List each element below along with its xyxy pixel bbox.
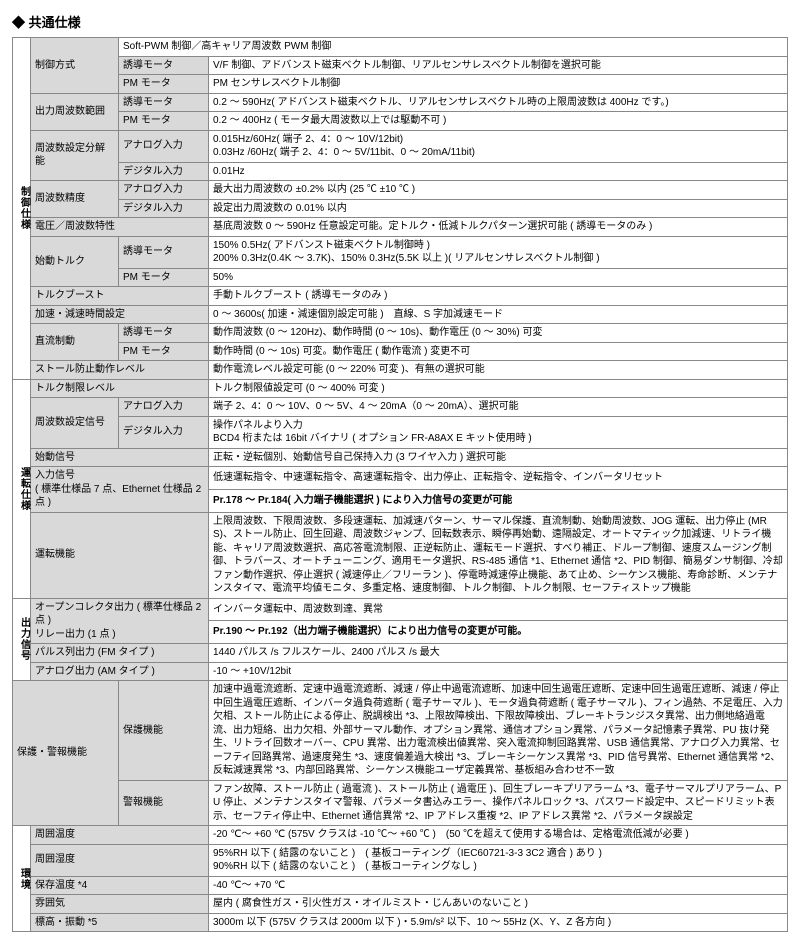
row-value: Pr.190 ～ Pr.192（出力端子機能選択）により出力信号の変更が可能。 bbox=[209, 621, 788, 644]
row-label: 周波数設定信号 bbox=[31, 398, 119, 449]
row-value: 95%RH 以下 ( 結露のないこと ) ( 基板コーティング（IEC60721… bbox=[209, 844, 788, 876]
row-label: 加速・減速時間設定 bbox=[31, 305, 209, 324]
row-label: 運転機能 bbox=[31, 512, 209, 598]
row-sublabel: 誘導モータ bbox=[119, 236, 209, 268]
row-value: 1440 パルス /s フルスケール、2400 パルス /s 最大 bbox=[209, 644, 788, 663]
row-value: V/F 制御、アドバンスト磁束ベクトル制御、リアルセンサレスベクトル制御を選択可… bbox=[209, 56, 788, 75]
row-sublabel: PM モータ bbox=[119, 75, 209, 94]
row-value: Soft-PWM 制御／高キャリア周波数 PWM 制御 bbox=[119, 38, 788, 57]
row-label: アナログ出力 (AM タイプ ) bbox=[31, 662, 209, 681]
row-value: 動作時間 (0 ～ 10s) 可変。動作電圧 ( 動作電流 ) 変更不可 bbox=[209, 342, 788, 361]
cat-output: 出力信号 bbox=[13, 598, 31, 681]
row-label: 直流制動 bbox=[31, 324, 119, 361]
row-sublabel: PM モータ bbox=[119, 112, 209, 131]
cat-operation: 運転仕様 bbox=[13, 379, 31, 598]
row-sublabel: 誘導モータ bbox=[119, 56, 209, 75]
row-sublabel: PM モータ bbox=[119, 342, 209, 361]
row-value: 3000m 以下 (575V クラスは 2000m 以下 )・5.9m/s² 以… bbox=[209, 913, 788, 932]
page-title: ◆ 共通仕様 bbox=[12, 12, 788, 31]
row-label: 始動トルク bbox=[31, 236, 119, 287]
row-value: 低速運転指令、中速運転指令、高速運転指令、出力停止、正転指令、逆転指令、インバー… bbox=[209, 467, 788, 490]
row-label: 電圧／周波数特性 bbox=[31, 218, 209, 237]
row-value: 0.01Hz bbox=[209, 162, 788, 181]
row-value: -20 ℃～ +60 ℃ (575V クラスは -10 ℃～ +60 ℃ ) (… bbox=[209, 826, 788, 845]
row-label: 周波数設定分解能 bbox=[31, 130, 119, 181]
row-value: 50% bbox=[209, 268, 788, 287]
row-value: ファン故障、ストール防止 ( 過電流 )、ストール防止 ( 過電圧 )、回生ブレ… bbox=[209, 780, 788, 826]
cat-protection: 保護・警報機能 bbox=[13, 681, 119, 826]
row-value: 0.2 ～ 590Hz( アドバンスト磁束ベクトル、リアルセンサレスベクトル時の… bbox=[209, 93, 788, 112]
row-sublabel: デジタル入力 bbox=[119, 162, 209, 181]
row-value: -10 ～ +10V/12bit bbox=[209, 662, 788, 681]
row-label: 入力信号 ( 標準仕様品 7 点、Ethernet 仕様品 2 点 ) bbox=[31, 467, 209, 513]
row-value: トルク制限値設定可 (0 ～ 400% 可変 ) bbox=[209, 379, 788, 398]
row-sublabel: アナログ入力 bbox=[119, 130, 209, 162]
row-sublabel: PM モータ bbox=[119, 268, 209, 287]
row-value: 正転・逆転個別、始動信号自己保持入力 (3 ワイヤ入力 ) 選択可能 bbox=[209, 448, 788, 467]
row-label: ストール防止動作レベル bbox=[31, 361, 209, 380]
row-value: 手動トルクブースト ( 誘導モータのみ ) bbox=[209, 287, 788, 306]
row-value: PM センサレスベクトル制御 bbox=[209, 75, 788, 94]
row-value: 端子 2、4：0 ～ 10V、0 ～ 5V、4 ～ 20mA（0 ～ 20mA）… bbox=[209, 398, 788, 417]
row-value: 操作パネルより入力 BCD4 桁または 16bit バイナリ ( オプション F… bbox=[209, 416, 788, 448]
row-value: 0.2 ～ 400Hz ( モータ最大周波数以上では駆動不可 ) bbox=[209, 112, 788, 131]
row-value: 設定出力周波数の 0.01% 以内 bbox=[209, 199, 788, 218]
row-label: 周囲温度 bbox=[31, 826, 209, 845]
row-label: トルクブースト bbox=[31, 287, 209, 306]
row-value: 加速中過電流遮断、定速中過電流遮断、減速 / 停止中過電流遮断、加速中回生過電圧… bbox=[209, 681, 788, 781]
cat-control: 制御仕様 bbox=[13, 38, 31, 380]
row-value: 0 ～ 3600s( 加速・減速個別設定可能 ) 直線、S 字加減速モード bbox=[209, 305, 788, 324]
row-label: オープンコレクタ出力 ( 標準仕様品 2 点 ) リレー出力 (1 点 ) bbox=[31, 598, 209, 644]
row-label: 保護機能 bbox=[119, 681, 209, 781]
row-value: 動作周波数 (0 ～ 120Hz)、動作時間 (0 ～ 10s)、動作電圧 (0… bbox=[209, 324, 788, 343]
row-value: 動作電流レベル設定可能 (0 ～ 220% 可変 )、有無の選択可能 bbox=[209, 361, 788, 380]
row-sublabel: アナログ入力 bbox=[119, 398, 209, 417]
row-value: インバータ運転中、周波数到達、異常 bbox=[209, 598, 788, 621]
row-label: 出力周波数範囲 bbox=[31, 93, 119, 130]
row-label: 雰囲気 bbox=[31, 895, 209, 914]
row-label: 周波数精度 bbox=[31, 181, 119, 218]
row-value: 0.015Hz/60Hz( 端子 2、4：0 ～ 10V/12bit) 0.03… bbox=[209, 130, 788, 162]
row-label: 警報機能 bbox=[119, 780, 209, 826]
row-label: 標高・振動 *5 bbox=[31, 913, 209, 932]
row-value: 150% 0.5Hz( アドバンスト磁束ベクトル制御時 ) 200% 0.3Hz… bbox=[209, 236, 788, 268]
row-label: 保存温度 *4 bbox=[31, 876, 209, 895]
row-value: -40 ℃～ +70 ℃ bbox=[209, 876, 788, 895]
cat-environment: 環境 bbox=[13, 826, 31, 932]
row-sublabel: デジタル入力 bbox=[119, 199, 209, 218]
row-value: 基底周波数 0 ～ 590Hz 任意設定可能。定トルク・低減トルクパターン選択可… bbox=[209, 218, 788, 237]
row-value: 最大出力周波数の ±0.2% 以内 (25 ℃ ±10 ℃ ) bbox=[209, 181, 788, 200]
row-label: 制御方式 bbox=[31, 38, 119, 94]
row-label: パルス列出力 (FM タイプ ) bbox=[31, 644, 209, 663]
row-label: トルク制限レベル bbox=[31, 379, 209, 398]
row-value: 屋内 ( 腐食性ガス・引火性ガス・オイルミスト・じんあいのないこと ) bbox=[209, 895, 788, 914]
row-value: 上限周波数、下限周波数、多段速運転、加減速パターン、サーマル保護、直流制動、始動… bbox=[209, 512, 788, 598]
row-sublabel: 誘導モータ bbox=[119, 324, 209, 343]
row-label: 周囲湿度 bbox=[31, 844, 209, 876]
row-sublabel: 誘導モータ bbox=[119, 93, 209, 112]
row-label: 始動信号 bbox=[31, 448, 209, 467]
spec-table: 制御仕様 制御方式 Soft-PWM 制御／高キャリア周波数 PWM 制御 誘導… bbox=[12, 37, 788, 932]
row-value: Pr.178 ～ Pr.184( 入力端子機能選択 ) により入力信号の変更が可… bbox=[209, 489, 788, 512]
row-sublabel: デジタル入力 bbox=[119, 416, 209, 448]
row-sublabel: アナログ入力 bbox=[119, 181, 209, 200]
